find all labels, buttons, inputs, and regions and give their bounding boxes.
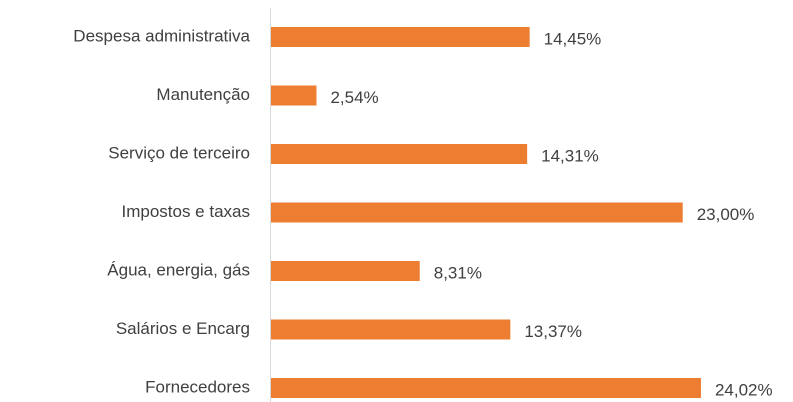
bar (271, 144, 528, 164)
bar (271, 319, 511, 340)
value-label: 14,31% (541, 146, 599, 165)
category-label: Impostos e taxas (121, 202, 250, 221)
category-label: Manutenção (156, 85, 250, 104)
bar (271, 378, 701, 398)
value-label: 23,00% (697, 205, 755, 224)
bar (271, 261, 420, 281)
value-label: 13,37% (524, 322, 582, 341)
bar (271, 27, 530, 47)
category-label: Serviço de terceiro (108, 143, 250, 162)
value-label: 8,31% (434, 263, 482, 282)
category-label: Salários e Encarg (116, 319, 250, 338)
bar (271, 85, 317, 106)
category-label: Água, energia, gás (107, 260, 250, 279)
value-label: 2,54% (330, 88, 378, 107)
value-label: 24,02% (715, 380, 773, 399)
category-label: Despesa administrativa (73, 26, 250, 45)
bar (271, 202, 683, 223)
category-label: Fornecedores (145, 377, 250, 396)
value-label: 14,45% (544, 29, 602, 48)
